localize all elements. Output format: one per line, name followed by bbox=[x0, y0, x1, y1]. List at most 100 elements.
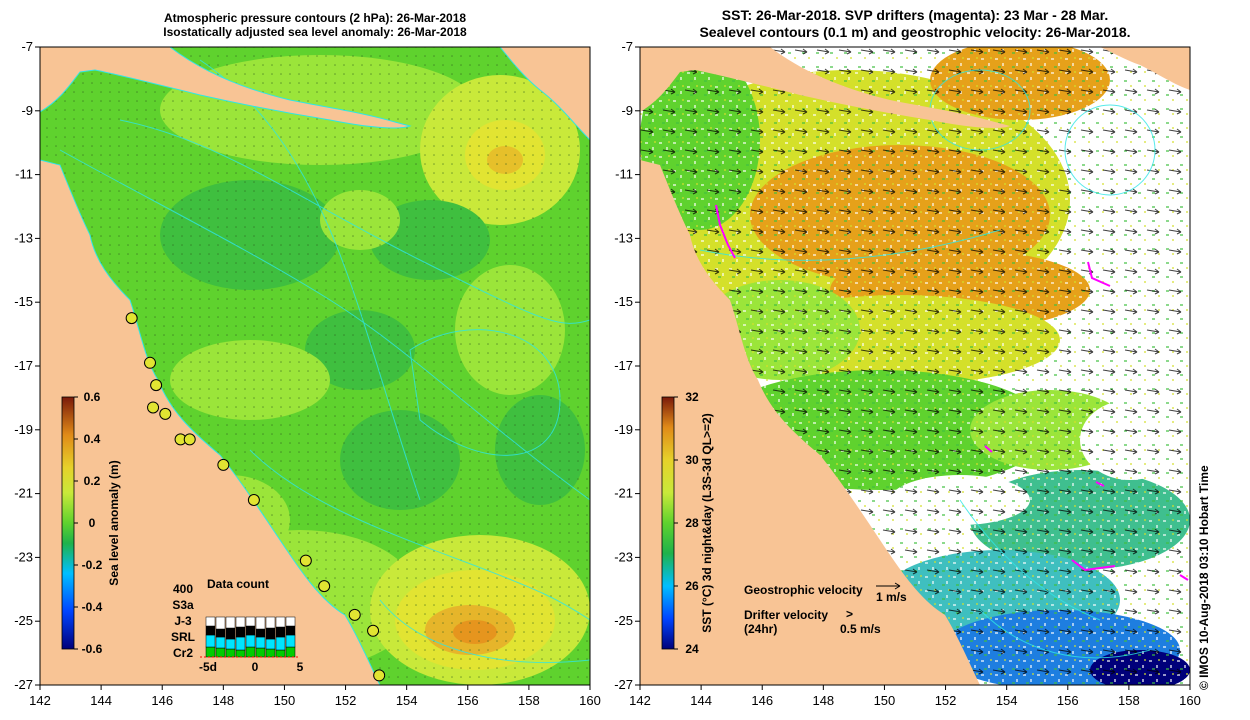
data-count-bar-segment bbox=[215, 628, 226, 638]
data-count-bar-segment bbox=[275, 626, 286, 638]
right-xtick-label: 142 bbox=[629, 693, 651, 708]
right-xtick-label: 144 bbox=[690, 693, 712, 708]
data-count-bar-segment bbox=[215, 647, 226, 658]
tide-gauge-marker bbox=[318, 580, 331, 593]
data-count-bar-segment bbox=[265, 616, 276, 629]
data-count-bar-segment bbox=[205, 634, 216, 648]
left-colorbar-tick-label: 0.2 bbox=[84, 474, 101, 488]
data-count-bar-segment bbox=[205, 646, 216, 658]
land-solomons-right bbox=[1100, 47, 1190, 90]
geostrophic-arrow-icon bbox=[876, 582, 901, 590]
tide-gauge-marker bbox=[299, 554, 312, 567]
tide-gauge-marker bbox=[247, 493, 260, 506]
right-xtick-label: 156 bbox=[1057, 693, 1079, 708]
tide-gauge-marker bbox=[367, 624, 380, 637]
left-xtick-label: 146 bbox=[151, 693, 173, 708]
data-count-bar-segment bbox=[245, 616, 256, 627]
right-ytick-label: -27 bbox=[614, 677, 633, 692]
drifter-scale: 0.5 m/s bbox=[840, 622, 881, 636]
data-count-inset: Data count 400 S3a J-3 SRL Cr2 -5d 0 5 bbox=[171, 577, 304, 674]
data-count-bar-segment bbox=[265, 638, 276, 650]
geostrophic-velocity-label: Geostrophic velocity bbox=[744, 583, 863, 597]
left-map-title-line2: Isostatically adjusted sea level anomaly… bbox=[163, 25, 467, 39]
right-map-title-line2: Sealevel contours (0.1 m) and geostrophi… bbox=[699, 24, 1131, 40]
right-ytick-label: -9 bbox=[621, 103, 633, 118]
right-xtick-label: 158 bbox=[1118, 693, 1140, 708]
data-count-bar-segment bbox=[245, 646, 256, 658]
data-count-max-label: 400 bbox=[173, 582, 193, 596]
left-ytick-label: -27 bbox=[14, 677, 33, 692]
tide-gauge-marker bbox=[150, 379, 163, 392]
drifter-velocity-label: Drifter velocity bbox=[744, 608, 828, 622]
data-count-bar-segment bbox=[235, 649, 246, 658]
right-ytick-label: -23 bbox=[614, 549, 633, 564]
right-colorbar-tick-label: 24 bbox=[685, 642, 699, 656]
data-count-bar-segment bbox=[215, 616, 226, 630]
right-ytick-label: -19 bbox=[614, 422, 633, 437]
left-ytick-label: -9 bbox=[21, 103, 33, 118]
data-count-bar-segment bbox=[205, 616, 216, 627]
data-count-title: Data count bbox=[207, 577, 269, 591]
count-xlabel-mid: 0 bbox=[252, 660, 259, 674]
left-map bbox=[40, 47, 590, 685]
data-count-bar-segment bbox=[225, 627, 236, 640]
left-xtick-label: 150 bbox=[274, 693, 296, 708]
data-count-bar-segment bbox=[265, 627, 276, 640]
right-xtick-label: 146 bbox=[751, 693, 773, 708]
right-ytick-label: -11 bbox=[615, 167, 633, 182]
tide-gauge-markers bbox=[125, 312, 386, 682]
data-count-bar-segment bbox=[245, 625, 256, 636]
data-count-bar-segment bbox=[255, 628, 266, 638]
left-ytick-label: -25 bbox=[14, 613, 33, 628]
right-ytick-label: -7 bbox=[621, 39, 633, 54]
tide-gauge-marker bbox=[144, 356, 156, 369]
right-colorbar: 32 30 28 26 24 SST (°C) 3d night&day (L3S-3d… bbox=[661, 390, 714, 656]
left-colorbar-tick-label: -0.4 bbox=[82, 600, 103, 614]
left-colorbar-tick-label: 0 bbox=[89, 516, 96, 530]
left-xtick-label: 158 bbox=[518, 693, 540, 708]
count-xlabel-right: 5 bbox=[297, 660, 304, 674]
mission-label-s3a: S3a bbox=[172, 598, 194, 612]
right-xtick-label: 148 bbox=[812, 693, 834, 708]
left-ytick-label: -15 bbox=[14, 294, 33, 309]
left-colorbar-tick-label: -0.6 bbox=[82, 642, 103, 656]
data-count-bar-segment bbox=[275, 649, 286, 658]
data-count-bar-segment bbox=[215, 636, 226, 649]
tide-gauge-marker bbox=[373, 669, 386, 682]
tide-gauge-marker bbox=[183, 433, 196, 446]
data-count-bar-segment bbox=[255, 616, 266, 630]
right-xtick-label: 152 bbox=[935, 693, 957, 708]
left-xtick-label: 144 bbox=[90, 693, 112, 708]
left-xtick-label: 156 bbox=[457, 693, 479, 708]
left-ytick-label: -17 bbox=[14, 358, 33, 373]
mission-label-j3: J-3 bbox=[174, 614, 192, 628]
right-map bbox=[640, 47, 1190, 685]
data-count-bar-segment bbox=[275, 636, 286, 651]
left-xtick-label: 152 bbox=[335, 693, 357, 708]
left-xtick-label: 154 bbox=[396, 693, 418, 708]
tide-gauge-marker bbox=[348, 608, 361, 621]
left-ytick-label: -19 bbox=[14, 422, 33, 437]
data-count-bar-segment bbox=[245, 634, 256, 648]
data-count-bar-segment bbox=[265, 648, 276, 658]
data-count-bar-segment bbox=[285, 625, 296, 636]
right-xtick-label: 154 bbox=[996, 693, 1018, 708]
left-ytick-label: -11 bbox=[15, 167, 33, 182]
right-ytick-label: -17 bbox=[614, 358, 633, 373]
right-colorbar-tick-label: 28 bbox=[685, 516, 699, 530]
data-count-bar-segment bbox=[225, 638, 236, 650]
left-ytick-label: -7 bbox=[21, 39, 33, 54]
data-count-bar-segment bbox=[275, 616, 286, 628]
data-count-bar-segment bbox=[235, 616, 246, 628]
count-xlabel-left: -5d bbox=[199, 660, 217, 674]
right-map-title-line1: SST: 26-Mar-2018. SVP drifters (magenta)… bbox=[721, 7, 1109, 23]
tide-gauge-marker bbox=[217, 458, 230, 471]
drifter-velocity-period: (24hr) bbox=[744, 622, 777, 636]
data-count-bar-segment bbox=[225, 616, 236, 629]
left-ytick-label: -23 bbox=[14, 549, 33, 564]
mission-label-srl: SRL bbox=[171, 630, 195, 644]
tide-gauge-marker bbox=[159, 407, 172, 420]
left-colorbar-tick-label: 0.6 bbox=[84, 390, 101, 404]
left-colorbar: 0.6 0.4 0.2 0 -0.2 -0.4 -0.6 Sea level anomaly… bbox=[61, 390, 121, 656]
